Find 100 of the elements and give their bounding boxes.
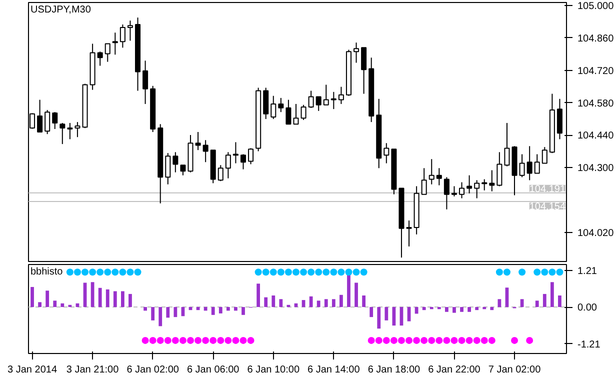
bar [151, 307, 155, 320]
bar [128, 294, 132, 308]
bar [332, 299, 336, 308]
candlestick [232, 142, 238, 164]
bar [264, 297, 268, 308]
candlestick [293, 103, 299, 125]
candlestick [165, 152, 171, 185]
bar [53, 300, 57, 308]
candlestick [361, 47, 367, 94]
candlestick [225, 152, 231, 179]
candlestick [519, 154, 525, 178]
candlestick [127, 20, 133, 42]
candlestick [496, 152, 502, 187]
candlestick [459, 182, 465, 199]
candlestick [444, 176, 450, 210]
candlestick [330, 91, 336, 110]
candlestick [300, 104, 306, 120]
candlestick [451, 186, 457, 197]
bar [38, 302, 42, 308]
candlestick [482, 178, 488, 191]
bar [272, 295, 276, 308]
bar [468, 307, 471, 312]
x-tick-label: 3 Jan 21:00 [66, 364, 120, 376]
bar [498, 299, 502, 308]
y-tick-label: -1.21 [578, 339, 601, 350]
bar [354, 282, 358, 308]
ref-line-label: 104.154 [529, 202, 566, 212]
candlestick [263, 87, 269, 120]
x-tick-label: 6 Jan 06:00 [186, 364, 240, 376]
candlestick [354, 42, 360, 64]
candlestick [104, 43, 110, 62]
bar [279, 299, 283, 308]
candlestick [120, 24, 126, 48]
x-tick-label: 6 Jan 22:00 [428, 364, 481, 376]
y-tick-label: 0.00 [578, 302, 598, 314]
y-tick-label: 104.020 [578, 228, 614, 240]
bar [158, 307, 162, 326]
y-tick-label: 104.440 [578, 130, 614, 142]
bar [550, 282, 554, 308]
bar [218, 307, 222, 314]
y-tick-label: 104.860 [578, 33, 614, 44]
bar [535, 300, 539, 308]
bar [407, 307, 411, 322]
bar [340, 294, 343, 308]
bar [520, 299, 524, 308]
candlestick [534, 154, 540, 174]
bar [542, 294, 546, 308]
bar [460, 307, 464, 312]
candlestick [466, 174, 472, 194]
chart-title: USDJPY,M30 [30, 4, 92, 16]
candlestick [74, 122, 80, 138]
bar [166, 307, 170, 318]
candlestick [384, 142, 390, 164]
candlestick [248, 148, 254, 165]
candlestick [316, 96, 322, 112]
bar [316, 300, 320, 308]
bar [452, 307, 456, 313]
candlestick [202, 140, 208, 163]
y-tick-label: 104.580 [578, 98, 614, 110]
candlestick [112, 32, 118, 56]
candlestick [270, 95, 276, 120]
candlestick [286, 99, 292, 125]
bar [68, 304, 72, 308]
bar [422, 307, 426, 310]
bar [30, 286, 34, 308]
bar [309, 296, 313, 308]
y-tick-label: 1.21 [578, 266, 598, 277]
bar [106, 289, 110, 308]
candlestick [44, 109, 50, 135]
candlestick [195, 132, 201, 151]
candlestick [218, 164, 224, 182]
bar [144, 307, 147, 311]
x-tick-label: 6 Jan 18:00 [368, 364, 421, 376]
x-tick-label: 3 Jan 2014 [8, 364, 58, 376]
candlestick [37, 99, 43, 133]
bar [226, 307, 230, 311]
bar [204, 307, 208, 311]
candlestick [60, 122, 66, 145]
x-tick-label: 6 Jan 14:00 [308, 364, 360, 376]
x-tick-label: 6 Jan 10:00 [247, 364, 300, 376]
candlestick [323, 84, 329, 106]
candlestick [172, 152, 178, 173]
chart-title: bbhisto [30, 266, 64, 278]
bar [490, 307, 494, 310]
bar [370, 307, 374, 318]
candlestick [278, 97, 284, 113]
candlestick [489, 170, 495, 192]
bar [347, 274, 350, 308]
bar [211, 307, 215, 315]
candlestick [52, 112, 58, 130]
candlestick [97, 51, 103, 66]
candlestick [240, 154, 246, 170]
bar [362, 295, 366, 308]
bar [60, 303, 64, 308]
bar [113, 291, 117, 308]
candlestick [67, 122, 73, 140]
candlestick [504, 122, 510, 167]
bar [475, 307, 479, 310]
candlestick [474, 180, 480, 199]
bar [445, 307, 448, 312]
